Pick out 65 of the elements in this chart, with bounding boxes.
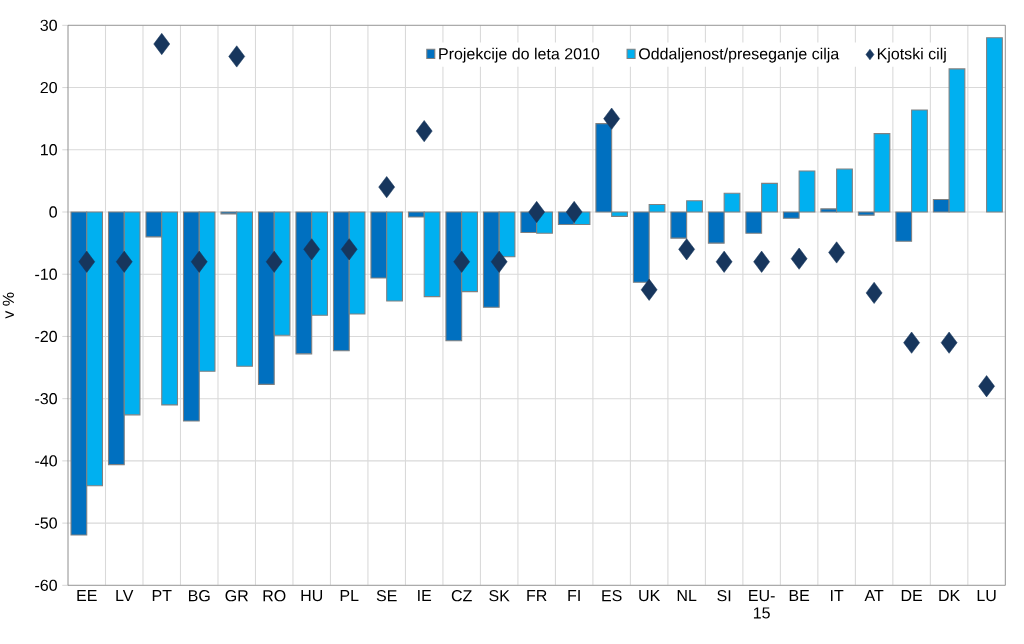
point bbox=[678, 238, 695, 261]
x-tick-label: FI bbox=[568, 590, 580, 602]
legend-label: Oddaljenost/preseganje cilja bbox=[639, 47, 840, 63]
x-tick-label: LV bbox=[116, 590, 134, 602]
point bbox=[190, 250, 208, 273]
y-tick-label: -20 bbox=[35, 330, 57, 343]
legend-label: Kjotski cilj bbox=[877, 47, 946, 63]
point bbox=[340, 238, 358, 261]
point bbox=[115, 250, 133, 273]
x-tick-label: EU-15 bbox=[749, 590, 775, 619]
point bbox=[715, 250, 733, 273]
point bbox=[865, 281, 883, 304]
x-tick-label: LU bbox=[977, 590, 996, 602]
x-tick-label: DE bbox=[901, 590, 923, 602]
x-tick-label: BG bbox=[188, 590, 210, 602]
y-tick-label: 20 bbox=[40, 81, 57, 94]
point bbox=[228, 45, 245, 68]
point bbox=[528, 201, 545, 223]
x-tick-label: IT bbox=[830, 590, 844, 602]
x-tick-label: ES bbox=[602, 590, 622, 602]
y-tick-label: 30 bbox=[40, 19, 57, 31]
x-tick-label: AT bbox=[864, 590, 884, 602]
x-tick-label: SK bbox=[489, 590, 510, 602]
point bbox=[490, 250, 508, 273]
point bbox=[565, 201, 583, 223]
legend-label: Projekcije do leta 2010 bbox=[439, 47, 600, 63]
point bbox=[978, 375, 995, 398]
point bbox=[790, 247, 808, 270]
x-tick-label: SE bbox=[376, 590, 397, 602]
y-tick-label: -50 bbox=[35, 517, 57, 529]
point bbox=[940, 331, 958, 354]
x-tick-label: NL bbox=[677, 590, 697, 602]
point bbox=[640, 278, 658, 301]
point bbox=[903, 331, 920, 354]
y-tick-label: -30 bbox=[35, 393, 57, 405]
x-tick-label: BE bbox=[789, 590, 810, 602]
point bbox=[415, 120, 433, 143]
point bbox=[828, 241, 845, 264]
y-tick-label: -10 bbox=[35, 268, 57, 280]
x-tick-label: UK bbox=[639, 590, 661, 602]
x-tick-label: CZ bbox=[451, 590, 472, 602]
x-tick-label: HU bbox=[301, 590, 323, 602]
x-tick-label: EE bbox=[77, 590, 97, 602]
x-tick-label: PT bbox=[152, 590, 172, 602]
point bbox=[378, 176, 395, 199]
y-tick-label: 0 bbox=[49, 206, 57, 218]
point bbox=[265, 250, 283, 273]
point bbox=[753, 250, 770, 273]
y-tick-label: 10 bbox=[41, 144, 57, 156]
x-tick-label: RO bbox=[263, 590, 286, 602]
point bbox=[303, 238, 320, 261]
x-tick-label: DK bbox=[939, 590, 961, 602]
y-tick-label: -40 bbox=[35, 455, 57, 467]
point bbox=[603, 107, 620, 130]
bar bbox=[986, 37, 1003, 213]
point bbox=[453, 250, 470, 273]
x-tick-label: IE bbox=[418, 590, 432, 602]
point bbox=[153, 33, 171, 55]
y-tick-label: -60 bbox=[35, 579, 57, 591]
x-tick-label: FR bbox=[527, 590, 547, 602]
x-tick-label: GR bbox=[225, 590, 248, 602]
point bbox=[78, 250, 96, 273]
x-tick-label: PL bbox=[340, 590, 359, 602]
x-tick-label: SI bbox=[717, 590, 731, 602]
y-axis-title: v % bbox=[2, 292, 14, 319]
